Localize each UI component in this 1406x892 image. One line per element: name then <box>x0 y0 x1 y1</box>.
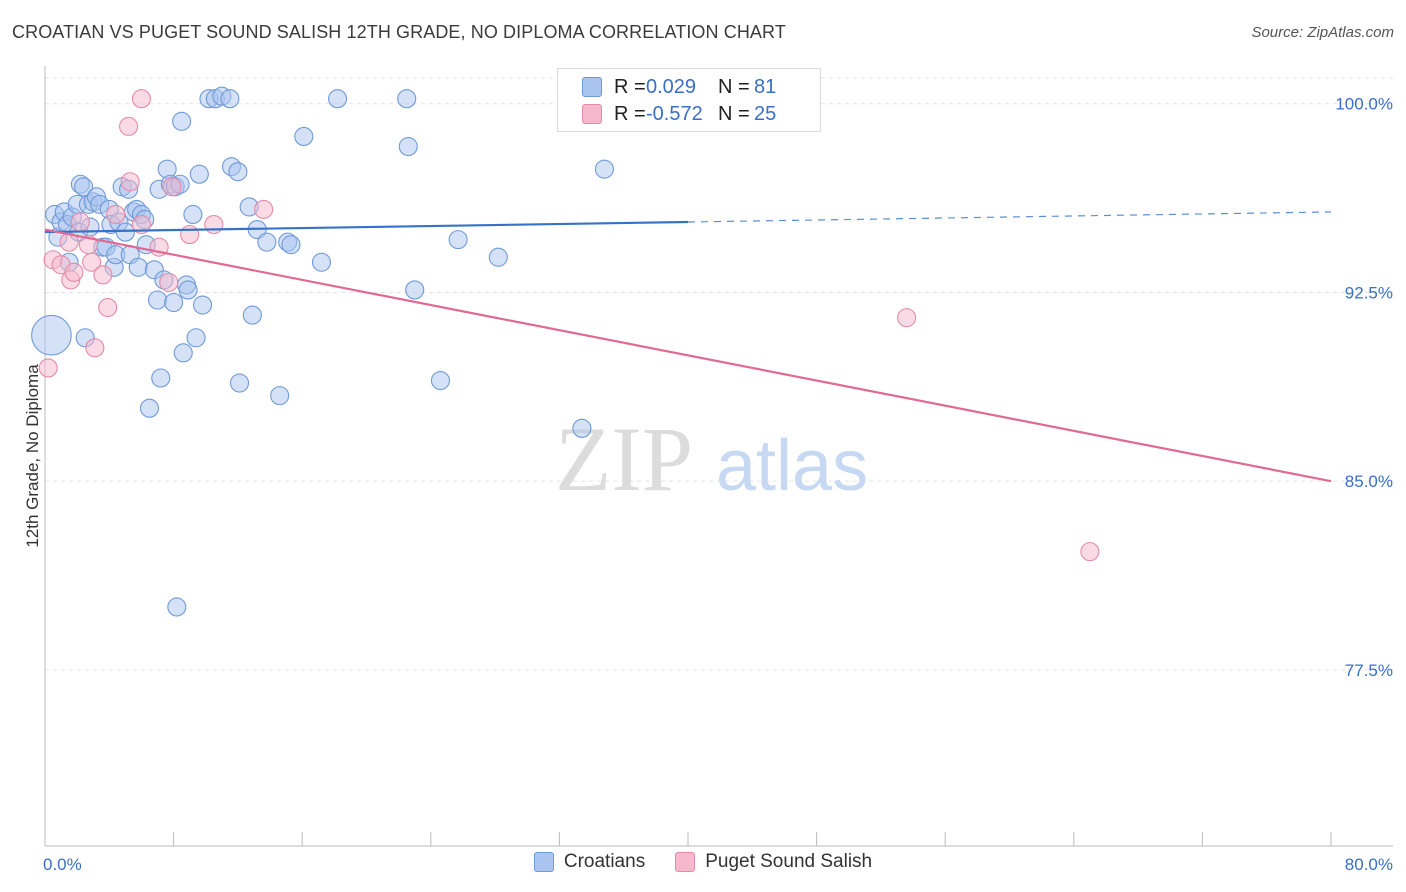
croatians-point <box>183 204 203 225</box>
puget-sound-salish-point <box>59 232 79 252</box>
source-label: Source: ZipAtlas.com <box>1251 24 1394 41</box>
legend-r-label: R = <box>614 75 646 98</box>
croatians-point <box>242 305 262 325</box>
croatians-point <box>189 164 209 184</box>
label-layer: 100.0% 92.5% 85.0% 77.5% 0.0% 80.0% 12th Grade… <box>23 95 1393 874</box>
croatians-point <box>115 222 135 242</box>
y-tick-label: 100.0% <box>1335 95 1393 114</box>
croatians-point <box>430 370 450 391</box>
puget-sound-salish-point <box>254 199 274 219</box>
croatians-point <box>257 232 277 252</box>
legend-n-label: N = <box>718 75 750 98</box>
legend-r-value: 0.029 <box>646 75 697 98</box>
puget-sound-salish-point <box>106 204 126 225</box>
puget-sound-salish-point <box>119 116 139 136</box>
croatians-point <box>594 159 614 179</box>
trend-layer <box>44 211 1332 483</box>
x-tick-label: 80.0% <box>1345 855 1393 874</box>
croatians-point <box>281 235 301 255</box>
croatians-point <box>229 373 250 393</box>
croatians-point <box>270 386 290 406</box>
puget-sound-salish-point <box>204 214 224 235</box>
legend-row-croatians: R = 0.029 N = 81 <box>582 75 776 99</box>
croatians-point <box>572 418 592 438</box>
croatians-point <box>311 252 332 272</box>
puget-sound-salish-point <box>120 172 140 192</box>
puget-sound-salish-point <box>70 212 90 232</box>
croatians-trend-line <box>44 220 689 234</box>
puget-sound-salish-point <box>85 338 105 358</box>
legend-n-value: 25 <box>754 102 777 125</box>
series-legend: Croatians Puget Sound Salish <box>0 851 1406 873</box>
puget-sound-salish-point <box>38 358 58 378</box>
x-tick-label: 0.0% <box>43 855 82 874</box>
croatians-point <box>488 247 508 267</box>
croatians-trend-extension <box>687 211 1332 223</box>
puget-sound-salish-point <box>82 252 102 272</box>
puget-sound-salish-point <box>93 265 113 285</box>
puget-sound-salish-point <box>131 89 151 109</box>
croatians-point <box>173 343 193 363</box>
puget-sound-salish-point <box>98 297 118 318</box>
croatians-point <box>151 368 171 388</box>
croatians-point <box>186 328 206 348</box>
series-legend-label: Croatians <box>563 851 646 872</box>
stats-legend: R = 0.029 N = 81 R = -0.572 N = 25 <box>557 68 821 132</box>
puget-sound-salish-point <box>162 177 182 197</box>
croatians-point <box>31 314 72 356</box>
grid-layer <box>45 77 1393 671</box>
points-layer <box>31 86 1100 617</box>
puget-sound-salish-point <box>897 308 917 328</box>
croatians-point <box>128 257 148 277</box>
croatians-point <box>74 177 94 197</box>
croatians-point <box>164 292 184 313</box>
croatians-point <box>147 290 168 310</box>
y-tick-label: 92.5% <box>1345 283 1393 302</box>
croatians-point <box>405 280 425 300</box>
legend-r-value: -0.572 <box>646 102 703 125</box>
series-legend-croatians[interactable]: Croatians <box>533 851 646 873</box>
chart-title: CROATIAN VS PUGET SOUND SALISH 12TH GRAD… <box>12 22 786 42</box>
croatians-point <box>172 111 192 131</box>
legend-r-label: R = <box>614 102 646 125</box>
legend-swatch-puget-sound-salish <box>582 104 602 124</box>
series-legend-label: Puget Sound Salish <box>705 851 873 872</box>
croatians-point <box>397 89 417 109</box>
puget-sound-salish-point <box>159 272 179 292</box>
watermark: ZIP atlas <box>555 408 868 510</box>
y-tick-label: 85.0% <box>1345 472 1393 491</box>
puget-sound-salish-point <box>64 262 84 282</box>
croatians-point <box>139 398 160 418</box>
y-tick-label: 77.5% <box>1345 661 1393 680</box>
legend-n-value: 81 <box>754 75 777 98</box>
legend-swatch-croatians <box>582 77 602 97</box>
croatians-point <box>167 597 187 617</box>
y-axis-title: 12th Grade, No Diploma <box>23 364 42 548</box>
croatians-point <box>398 136 418 157</box>
croatians-point <box>192 295 213 315</box>
series-legend-swatch-croatians <box>533 852 554 872</box>
croatians-point <box>328 89 348 109</box>
legend-n-label: N = <box>718 102 750 125</box>
legend-row-puget-sound-salish: R = -0.572 N = 25 <box>582 102 776 126</box>
croatians-point <box>294 126 314 147</box>
series-legend-puget-sound-salish[interactable]: Puget Sound Salish <box>675 851 872 873</box>
watermark-atlas: atlas <box>716 426 868 506</box>
puget-sound-salish-point <box>1080 542 1100 562</box>
croatians-point <box>220 89 240 109</box>
axis-layer <box>44 66 1393 847</box>
puget-sound-salish-point <box>131 214 151 235</box>
series-legend-swatch-puget-sound-salish <box>675 852 696 872</box>
croatians-point <box>228 162 248 182</box>
puget-sound-salish-trend-line <box>44 228 1332 483</box>
croatians-point <box>178 280 198 300</box>
croatians-point <box>448 230 468 250</box>
puget-sound-salish-point <box>180 225 200 245</box>
